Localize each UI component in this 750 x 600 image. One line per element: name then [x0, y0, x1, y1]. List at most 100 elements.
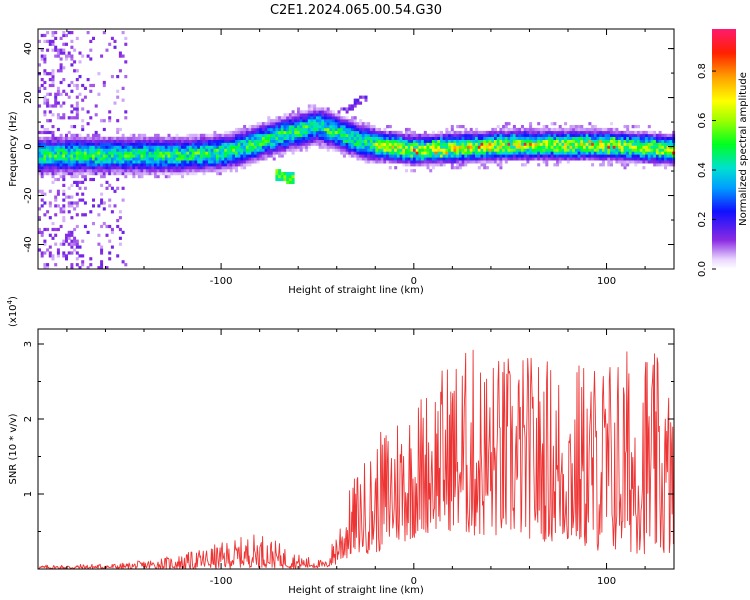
spectrogram-cell	[92, 145, 95, 149]
spectrogram-cell	[361, 157, 365, 161]
spectrogram-cell	[485, 142, 489, 146]
spectrogram-cell	[75, 139, 79, 143]
spectrogram-cell	[86, 54, 90, 58]
spectrogram-cell	[43, 139, 47, 143]
spectrogram-cell	[348, 122, 352, 126]
spectrogram-cell	[480, 142, 484, 146]
spectrogram-cell	[469, 148, 473, 152]
spectrogram-cell	[59, 63, 63, 67]
spectrogram-cell	[127, 151, 130, 155]
spectrogram-cell	[83, 186, 87, 190]
spectrogram-cell	[626, 148, 630, 152]
spectrogram-cell	[159, 157, 163, 161]
spectrogram-cell	[534, 139, 538, 143]
spectrogram-cell	[391, 142, 395, 146]
spectrogram-cell	[108, 257, 112, 261]
spectrogram-cell	[67, 116, 71, 120]
spectrogram-cell	[100, 172, 104, 176]
spectrogram-cell	[46, 172, 50, 176]
spectrogram-cell	[367, 125, 371, 129]
spectrogram-cell	[537, 154, 541, 158]
spectrogram-cell	[601, 136, 605, 140]
spectrogram-cell	[154, 136, 157, 140]
spectrogram-cell	[572, 148, 576, 152]
spectrogram-cell	[261, 154, 265, 158]
spectrogram-cell	[545, 133, 549, 137]
spectrogram-cell	[345, 125, 349, 129]
spectrogram-cell	[62, 204, 66, 208]
spectrogram-cell	[542, 127, 546, 132]
spectrogram-cell	[607, 130, 611, 135]
spectrogram-cell	[137, 175, 141, 179]
spectrogram-cell	[502, 130, 506, 135]
spectrogram-cell	[437, 142, 441, 146]
spectrogram-cell	[529, 130, 533, 135]
spectrogram-cell	[423, 148, 427, 152]
spectrogram-cell	[97, 72, 101, 76]
spectrogram-cell	[205, 157, 209, 161]
spectrogram-cell	[216, 169, 220, 173]
spectrogram-cell	[499, 142, 503, 146]
spectrogram-cell	[110, 160, 114, 164]
spectrogram-cell	[388, 151, 392, 155]
spectrogram-cell	[248, 145, 252, 149]
spectrogram-cell	[394, 166, 398, 170]
spectrogram-cell	[332, 130, 336, 135]
spectrogram-cell	[426, 145, 430, 149]
spectrogram-cell	[340, 136, 344, 140]
spectrogram-cell	[199, 139, 203, 143]
spectrogram-cell	[421, 142, 425, 146]
spectrogram-cell	[502, 133, 506, 137]
spectrogram-cell	[456, 166, 460, 170]
spectrogram-cell	[531, 133, 535, 137]
spectrogram-cell	[89, 139, 93, 143]
spectrogram-cell	[237, 127, 241, 132]
spectrogram-cell	[437, 133, 441, 137]
spectrogram-cell	[124, 160, 128, 164]
spectrogram-cell	[189, 151, 193, 155]
spectrogram-cell	[367, 139, 371, 143]
spectrogram-cell	[135, 157, 139, 161]
spectrogram-cell	[70, 204, 74, 208]
spectrogram-cell	[321, 116, 325, 120]
spectrogram-cell	[591, 157, 595, 161]
spectrogram-cell	[129, 169, 133, 173]
spectrogram-cell	[170, 166, 174, 170]
spectrogram-cell	[658, 130, 662, 135]
spectrogram-cell	[305, 127, 309, 132]
spectrogram-cell	[483, 142, 487, 146]
spectrogram-cell	[283, 175, 287, 179]
spectrogram-cell	[116, 89, 120, 93]
spectrogram-cell	[183, 151, 187, 155]
spectrogram-cell	[94, 145, 98, 149]
spectrogram-cell	[59, 148, 63, 152]
spectrogram-cell	[450, 154, 454, 158]
spectrogram-cell	[92, 163, 95, 167]
spectrogram-cell	[353, 133, 357, 137]
spectrogram-cell	[62, 142, 66, 146]
spectrogram-cell	[458, 157, 462, 161]
spectrogram-cell	[83, 151, 87, 155]
spectrogram-cell	[154, 157, 157, 161]
spectrogram-cell	[545, 125, 549, 129]
spectrogram-cell	[135, 136, 139, 140]
spectrogram-cell	[631, 160, 635, 164]
spectrogram-cell	[105, 136, 109, 140]
spectrogram-cell	[531, 154, 535, 158]
spectrogram-cell	[43, 72, 47, 76]
spectrogram-cell	[89, 89, 93, 93]
spectrogram-cell	[307, 136, 311, 140]
spectrogram-cell	[178, 145, 182, 149]
spectrogram-cell	[534, 157, 538, 161]
spectrogram-cell	[661, 160, 665, 164]
spectrogram-cell	[245, 160, 249, 164]
spectrogram-cell	[410, 169, 414, 173]
spectrogram-cell	[156, 154, 160, 158]
spectrogram-cell	[148, 151, 152, 155]
spectrogram-cell	[124, 175, 128, 179]
spectrogram-cell	[46, 130, 50, 135]
spectrogram-cell	[286, 172, 290, 176]
spectrogram-cell	[116, 127, 120, 132]
spectrogram-cell	[666, 148, 670, 152]
spectrogram-cell	[75, 142, 79, 146]
